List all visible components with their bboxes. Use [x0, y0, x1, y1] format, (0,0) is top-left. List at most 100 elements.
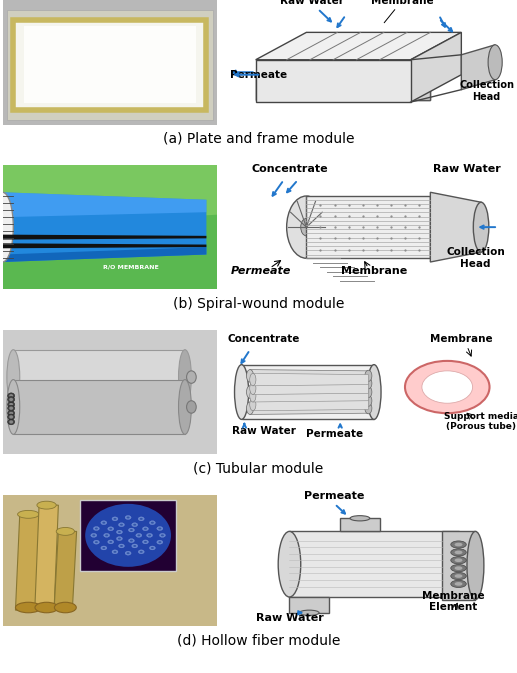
- Bar: [80, 500, 176, 571]
- Polygon shape: [250, 402, 369, 415]
- Ellipse shape: [101, 521, 107, 525]
- Ellipse shape: [451, 541, 466, 548]
- Ellipse shape: [278, 532, 301, 597]
- Polygon shape: [255, 77, 430, 100]
- Polygon shape: [3, 165, 217, 227]
- Text: Concentrate: Concentrate: [228, 334, 300, 344]
- Ellipse shape: [405, 361, 490, 413]
- Text: Membrane
Element: Membrane Element: [421, 590, 484, 612]
- Ellipse shape: [158, 541, 161, 543]
- Polygon shape: [241, 365, 374, 419]
- Ellipse shape: [9, 406, 13, 410]
- Ellipse shape: [140, 518, 143, 520]
- Ellipse shape: [146, 534, 153, 537]
- Ellipse shape: [118, 544, 125, 548]
- Ellipse shape: [118, 531, 121, 533]
- Polygon shape: [253, 390, 369, 402]
- Polygon shape: [290, 532, 459, 597]
- Ellipse shape: [105, 534, 108, 536]
- Ellipse shape: [149, 546, 156, 550]
- Ellipse shape: [247, 402, 253, 415]
- Ellipse shape: [178, 380, 191, 434]
- Ellipse shape: [35, 602, 58, 613]
- Polygon shape: [307, 196, 430, 258]
- Ellipse shape: [250, 390, 256, 402]
- Ellipse shape: [92, 534, 95, 536]
- Polygon shape: [3, 235, 206, 240]
- Ellipse shape: [157, 526, 163, 530]
- Ellipse shape: [138, 550, 144, 554]
- Ellipse shape: [133, 545, 136, 547]
- Ellipse shape: [108, 540, 114, 544]
- Ellipse shape: [37, 501, 56, 509]
- Ellipse shape: [8, 411, 14, 416]
- Ellipse shape: [116, 530, 123, 534]
- Text: Raw Water: Raw Water: [255, 612, 323, 623]
- Text: Membrane: Membrane: [430, 334, 493, 344]
- Ellipse shape: [112, 517, 118, 521]
- Ellipse shape: [151, 547, 154, 549]
- Ellipse shape: [488, 45, 502, 79]
- Ellipse shape: [365, 370, 372, 382]
- Text: Raw Water: Raw Water: [280, 0, 344, 6]
- Text: Collection
Head: Collection Head: [446, 248, 505, 269]
- Polygon shape: [3, 192, 206, 217]
- Ellipse shape: [113, 518, 116, 520]
- Bar: [442, 532, 476, 600]
- Ellipse shape: [235, 365, 249, 419]
- Ellipse shape: [148, 534, 151, 536]
- Polygon shape: [35, 505, 58, 610]
- Polygon shape: [250, 369, 369, 382]
- Ellipse shape: [250, 398, 256, 411]
- Ellipse shape: [144, 528, 147, 530]
- Ellipse shape: [178, 350, 191, 404]
- Ellipse shape: [132, 544, 138, 548]
- Ellipse shape: [7, 350, 20, 404]
- Ellipse shape: [140, 551, 143, 553]
- Ellipse shape: [9, 398, 13, 401]
- Ellipse shape: [120, 524, 123, 526]
- Ellipse shape: [54, 602, 77, 613]
- Ellipse shape: [144, 541, 147, 543]
- Ellipse shape: [136, 534, 142, 537]
- Polygon shape: [255, 60, 410, 102]
- Ellipse shape: [454, 559, 463, 562]
- Ellipse shape: [247, 386, 253, 398]
- Text: Collection
Head: Collection Head: [459, 80, 514, 102]
- Polygon shape: [255, 377, 369, 390]
- Ellipse shape: [365, 395, 372, 406]
- Ellipse shape: [127, 553, 130, 554]
- Ellipse shape: [143, 540, 148, 544]
- Ellipse shape: [113, 551, 116, 553]
- Text: Permeate: Permeate: [306, 429, 363, 439]
- Ellipse shape: [301, 219, 312, 236]
- Text: (a) Plate and frame module: (a) Plate and frame module: [163, 132, 354, 145]
- Ellipse shape: [422, 371, 473, 403]
- Text: (d) Hollow fiber module: (d) Hollow fiber module: [177, 633, 340, 647]
- Ellipse shape: [102, 547, 105, 549]
- Ellipse shape: [9, 415, 13, 419]
- Ellipse shape: [454, 566, 463, 570]
- Ellipse shape: [9, 420, 13, 423]
- Ellipse shape: [187, 400, 196, 413]
- Ellipse shape: [130, 540, 133, 542]
- Polygon shape: [410, 32, 461, 102]
- Bar: [13, 20, 206, 110]
- Polygon shape: [54, 532, 77, 610]
- Text: Membrane: Membrane: [371, 0, 433, 6]
- Bar: [290, 597, 329, 613]
- Polygon shape: [3, 247, 206, 262]
- Ellipse shape: [0, 192, 13, 262]
- Ellipse shape: [157, 540, 163, 544]
- Ellipse shape: [367, 365, 381, 419]
- Text: Raw Water: Raw Water: [232, 427, 296, 436]
- Polygon shape: [16, 514, 41, 610]
- Ellipse shape: [250, 382, 256, 394]
- Text: Raw Water: Raw Water: [433, 164, 501, 174]
- Ellipse shape: [365, 386, 372, 398]
- Ellipse shape: [250, 374, 256, 386]
- Ellipse shape: [8, 405, 14, 411]
- Ellipse shape: [474, 203, 489, 252]
- Ellipse shape: [91, 534, 97, 537]
- Ellipse shape: [454, 574, 463, 578]
